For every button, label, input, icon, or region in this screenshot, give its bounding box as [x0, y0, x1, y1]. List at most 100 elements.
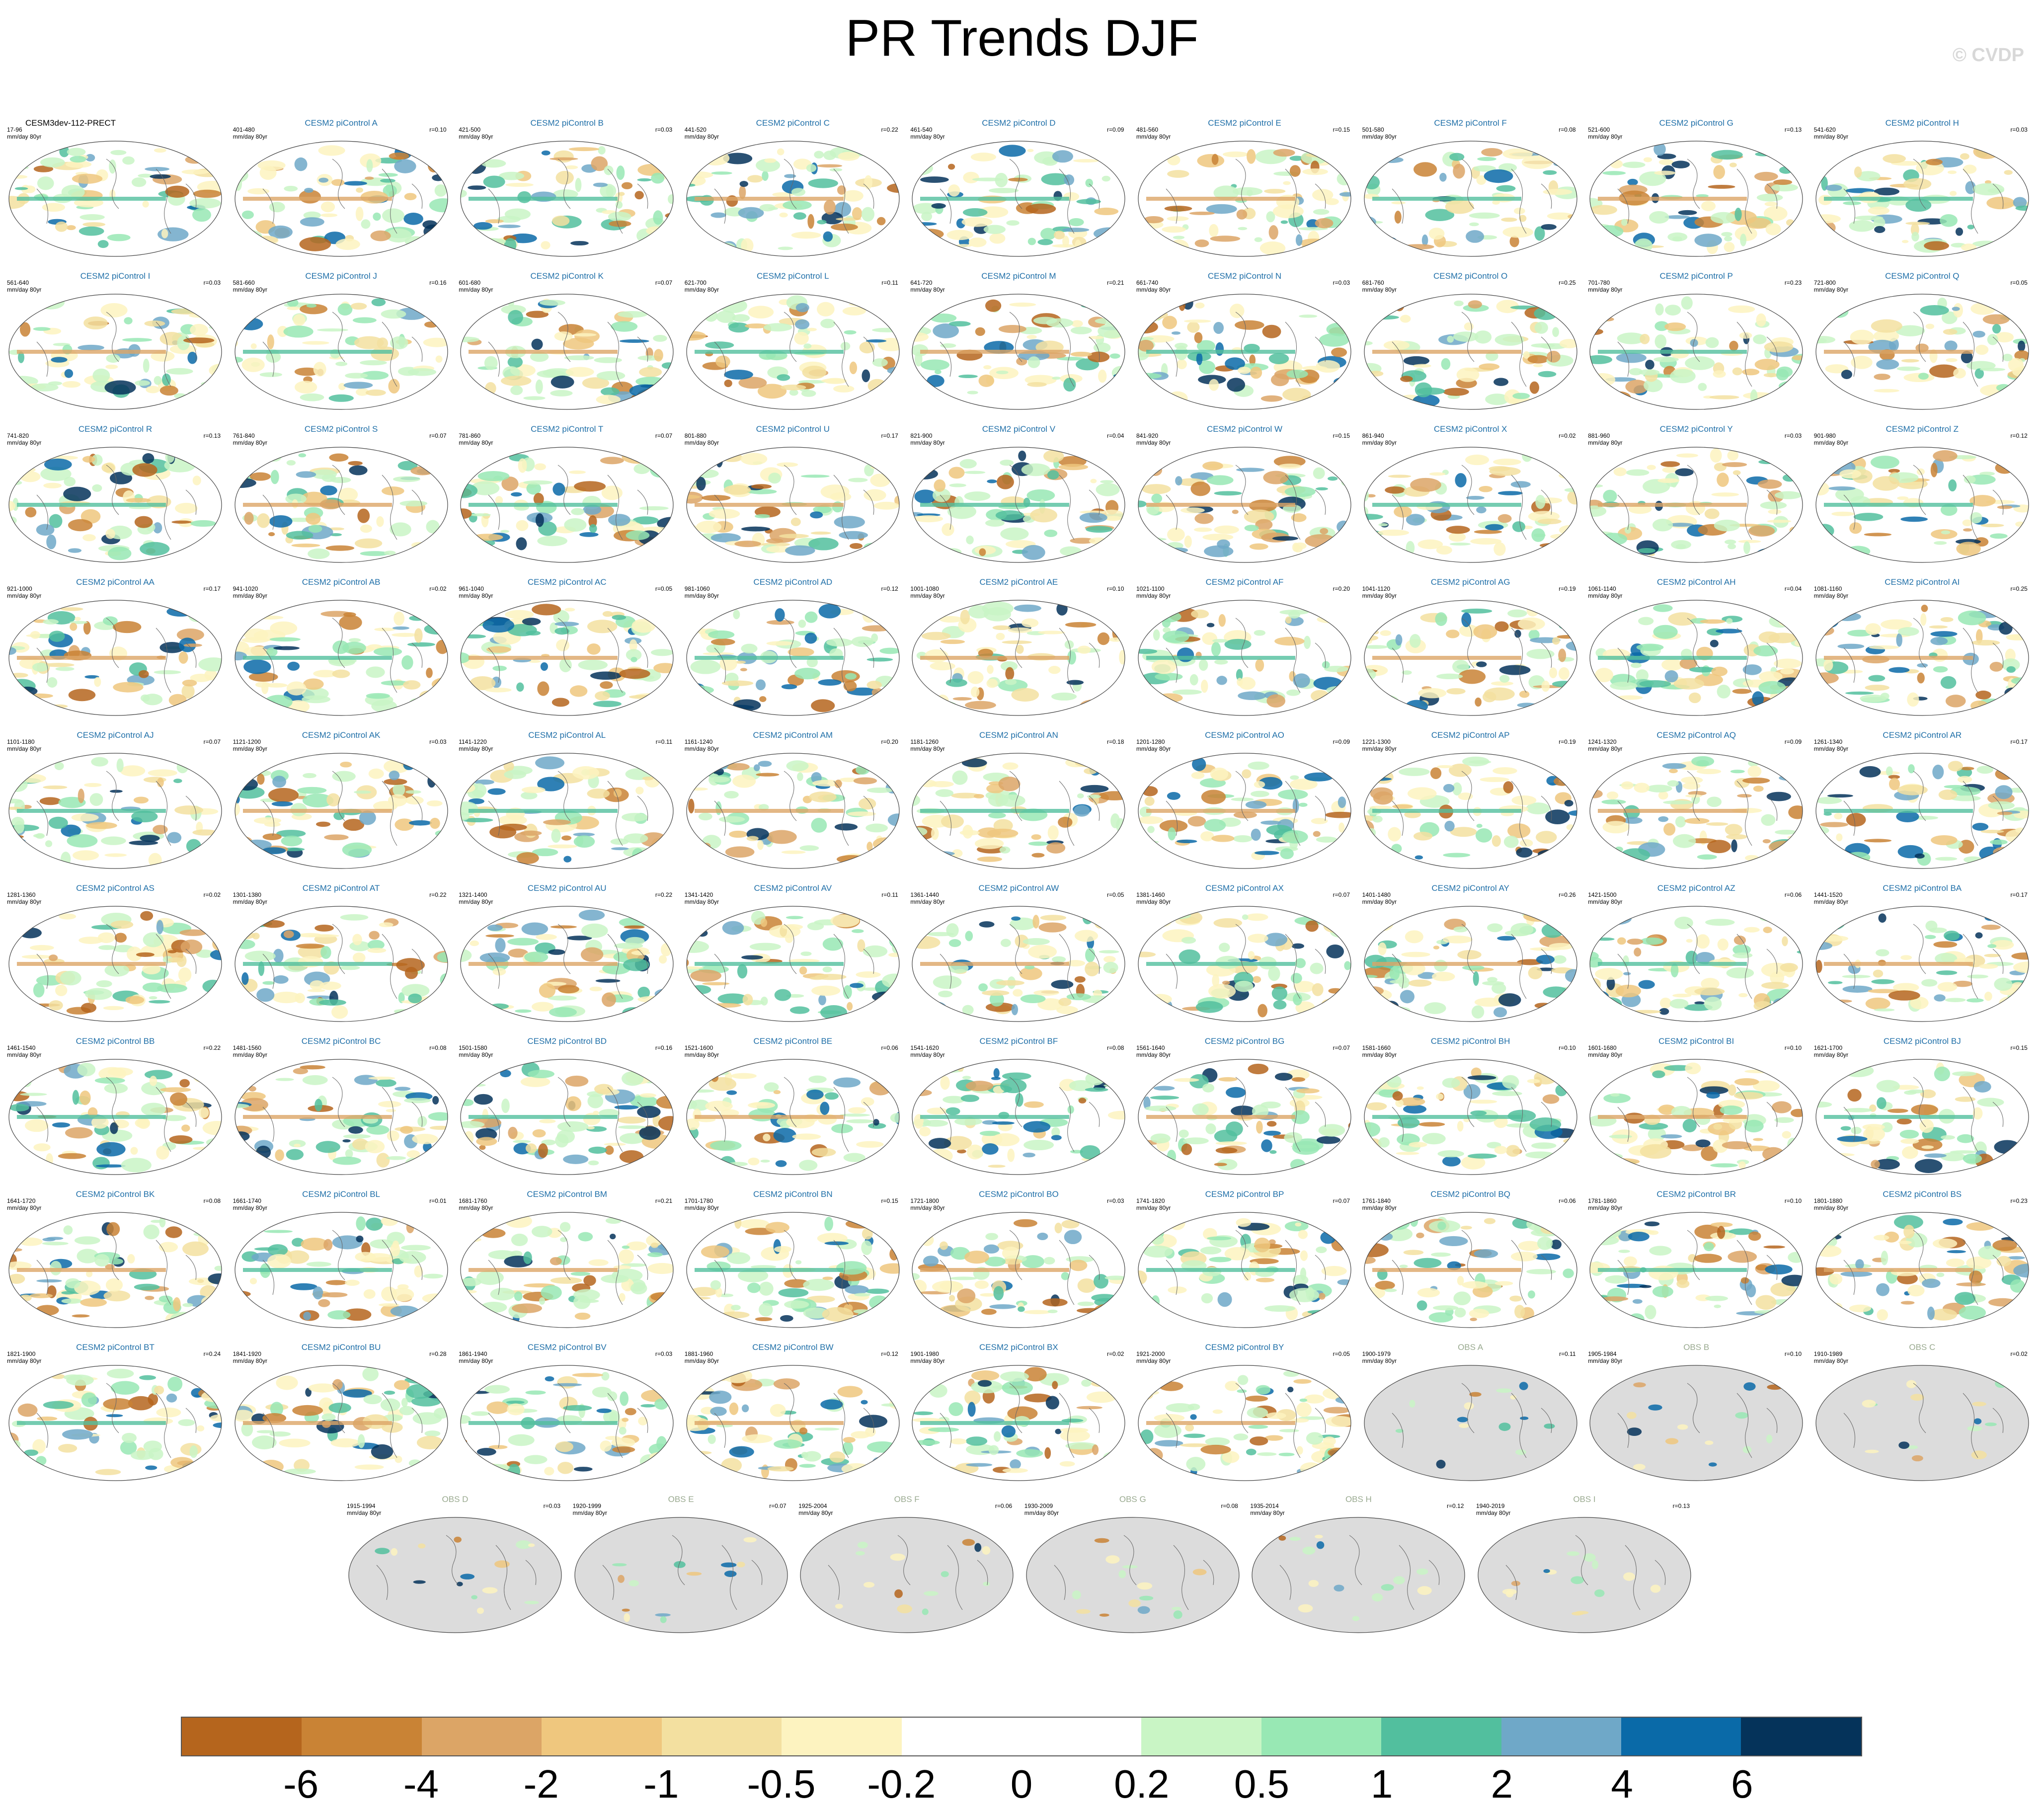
- panel-title: CESM2 piControl H: [1885, 118, 1959, 128]
- panel-title: CESM2 piControl AK: [302, 730, 381, 740]
- map: [8, 294, 222, 410]
- panel-years: 1441-1520: [1813, 891, 1843, 898]
- map-panel: CESM2 piControl AQ 1241-1320 mm/day 80yr r=…: [1585, 725, 1808, 874]
- map-panel: CESM2 piControl AU 1321-1400 mm/day 80yr r=…: [456, 878, 678, 1027]
- panel-units: mm/day 80yr: [1362, 745, 1397, 752]
- panel-years: 1081-1160: [1813, 585, 1842, 592]
- panel-title: CESM2 piControl BI: [1658, 1036, 1734, 1046]
- panel-correlation: r=0.19: [1559, 585, 1576, 592]
- panel-title: CESM2 piControl BF: [979, 1036, 1058, 1046]
- panel-title: CESM2 piControl BA: [1883, 883, 1962, 893]
- map: [686, 447, 900, 563]
- panel-units: mm/day 80yr: [572, 1509, 607, 1516]
- panel-correlation: r=0.07: [1333, 1044, 1350, 1051]
- panel-units: mm/day 80yr: [233, 133, 267, 140]
- panel-years: 1935-2014: [1250, 1502, 1279, 1509]
- panel-units: mm/day 80yr: [1476, 1509, 1511, 1516]
- panel-years: 1141-1220: [459, 738, 487, 745]
- panel-years: 1881-1960: [684, 1350, 713, 1357]
- panel-years: 1061-1140: [1588, 585, 1616, 592]
- panel-years: 1041-1120: [1362, 585, 1391, 592]
- map: [1815, 1365, 2029, 1481]
- map-panel: OBS F 1925-2004 mm/day 80yr r=0.06: [795, 1490, 1018, 1639]
- map: [686, 294, 900, 410]
- panel-units: mm/day 80yr: [233, 1051, 267, 1058]
- panel-units: mm/day 80yr: [1136, 1051, 1171, 1058]
- panel-correlation: r=0.03: [1333, 279, 1350, 286]
- panel-correlation: r=0.17: [2010, 891, 2028, 898]
- panel-title: OBS G: [1119, 1495, 1146, 1504]
- map-panel: CESM2 piControl BM 1681-1760 mm/day 80yr r=…: [456, 1185, 678, 1334]
- panel-correlation: r=0.05: [655, 585, 673, 592]
- panel-correlation: r=0.07: [655, 432, 673, 439]
- panel-units: mm/day 80yr: [1136, 133, 1171, 140]
- colorbar-segment: [1741, 1718, 1861, 1755]
- panel-correlation: r=0.09: [1784, 738, 1802, 745]
- panel-years: 561-640: [7, 279, 29, 286]
- panel-title: CESM2 piControl AF: [1205, 577, 1284, 587]
- panel-years: 1781-1860: [1588, 1197, 1617, 1204]
- map-panel: CESM2 piControl W 841-920 mm/day 80yr r=0.1…: [1133, 419, 1356, 568]
- map-panel: CESM2 piControl BT 1821-1900 mm/day 80yr r=…: [4, 1338, 227, 1487]
- panel-title: OBS H: [1345, 1495, 1372, 1504]
- panel-units: mm/day 80yr: [684, 1204, 719, 1211]
- panel-years: 1940-2019: [1476, 1502, 1505, 1509]
- panel-years: 741-820: [7, 432, 29, 439]
- panel-correlation: r=0.22: [203, 1044, 221, 1051]
- panel-units: mm/day 80yr: [1588, 1051, 1623, 1058]
- panel-years: 1930-2009: [1024, 1502, 1053, 1509]
- panel-years: 1621-1700: [1813, 1044, 1843, 1051]
- panel-title: CESM2 piControl BW: [752, 1343, 834, 1352]
- panel-units: mm/day 80yr: [347, 1509, 382, 1516]
- panel-units: mm/day 80yr: [233, 1357, 267, 1364]
- panel-years: 761-840: [233, 432, 255, 439]
- colorbar-tick-label: -1: [643, 1762, 679, 1806]
- map: [1363, 447, 1577, 563]
- map-panel: CESM2 piControl P 701-780 mm/day 80yr r=0.2…: [1585, 266, 1808, 415]
- panel-years: 1701-1780: [684, 1197, 713, 1204]
- panel-correlation: r=0.25: [2010, 585, 2028, 592]
- panel-title: CESM2 piControl AP: [1431, 730, 1510, 740]
- panel-correlation: r=0.03: [203, 279, 221, 286]
- map-panel: CESM2 piControl G 521-600 mm/day 80yr r=0.1…: [1585, 113, 1808, 262]
- map-panel: CESM2 piControl AE 1001-1080 mm/day 80yr r=…: [907, 572, 1130, 721]
- panel-correlation: r=0.11: [881, 279, 898, 286]
- map: [912, 1365, 1125, 1481]
- panel-correlation: r=0.04: [1784, 585, 1802, 592]
- panel-correlation: r=0.21: [1107, 279, 1124, 286]
- colorbar-tick-label: 0.5: [1234, 1762, 1290, 1806]
- panel-title: CESM2 piControl BG: [1204, 1036, 1285, 1046]
- panel-units: mm/day 80yr: [459, 592, 493, 599]
- panel-title: OBS F: [894, 1495, 920, 1504]
- colorbar-tick-label: -0.2: [867, 1762, 936, 1806]
- panel-units: mm/day 80yr: [1588, 439, 1623, 446]
- panel-units: mm/day 80yr: [459, 1204, 493, 1211]
- panel-units: mm/day 80yr: [7, 439, 42, 446]
- panel-title: CESM2 piControl AY: [1431, 883, 1509, 893]
- map-panel: CESM2 piControl BL 1661-1740 mm/day 80yr r=…: [230, 1185, 453, 1334]
- panel-title: CESM2 piControl I: [80, 271, 151, 281]
- panel-units: mm/day 80yr: [684, 592, 719, 599]
- panel-units: mm/day 80yr: [7, 133, 42, 140]
- panel-years: 501-580: [1362, 126, 1384, 133]
- colorbar-segment: [1141, 1718, 1261, 1755]
- panel-units: mm/day 80yr: [1813, 592, 1849, 599]
- panel-title: CESM2 piControl O: [1433, 271, 1508, 281]
- panel-title: CESM2 piControl BE: [753, 1036, 833, 1046]
- panel-title: CESM2 piControl K: [530, 271, 604, 281]
- map: [234, 906, 448, 1022]
- panel-title: CESM2 piControl P: [1659, 271, 1733, 281]
- map-panel: CESM2 piControl Y 881-960 mm/day 80yr r=0.0…: [1585, 419, 1808, 568]
- map-panel: CESM2 piControl BN 1701-1780 mm/day 80yr r=…: [682, 1185, 904, 1334]
- map-panel: CESM2 piControl AI 1081-1160 mm/day 80yr r=…: [1811, 572, 2034, 721]
- map-panel: OBS C 1910-1989 mm/day 80yr r=0.02: [1811, 1338, 2034, 1487]
- map-panel: CESM2 piControl N 661-740 mm/day 80yr r=0.0…: [1133, 266, 1356, 415]
- panel-years: 521-600: [1588, 126, 1610, 133]
- panel-units: mm/day 80yr: [459, 1051, 493, 1058]
- map: [912, 294, 1125, 410]
- panel-years: 1905-1984: [1588, 1350, 1617, 1357]
- map: [8, 753, 222, 869]
- map: [1363, 906, 1577, 1022]
- panel-title: CESM2 piControl Z: [1886, 424, 1959, 434]
- map-panel: CESM2 piControl C 441-520 mm/day 80yr r=0.2…: [682, 113, 904, 262]
